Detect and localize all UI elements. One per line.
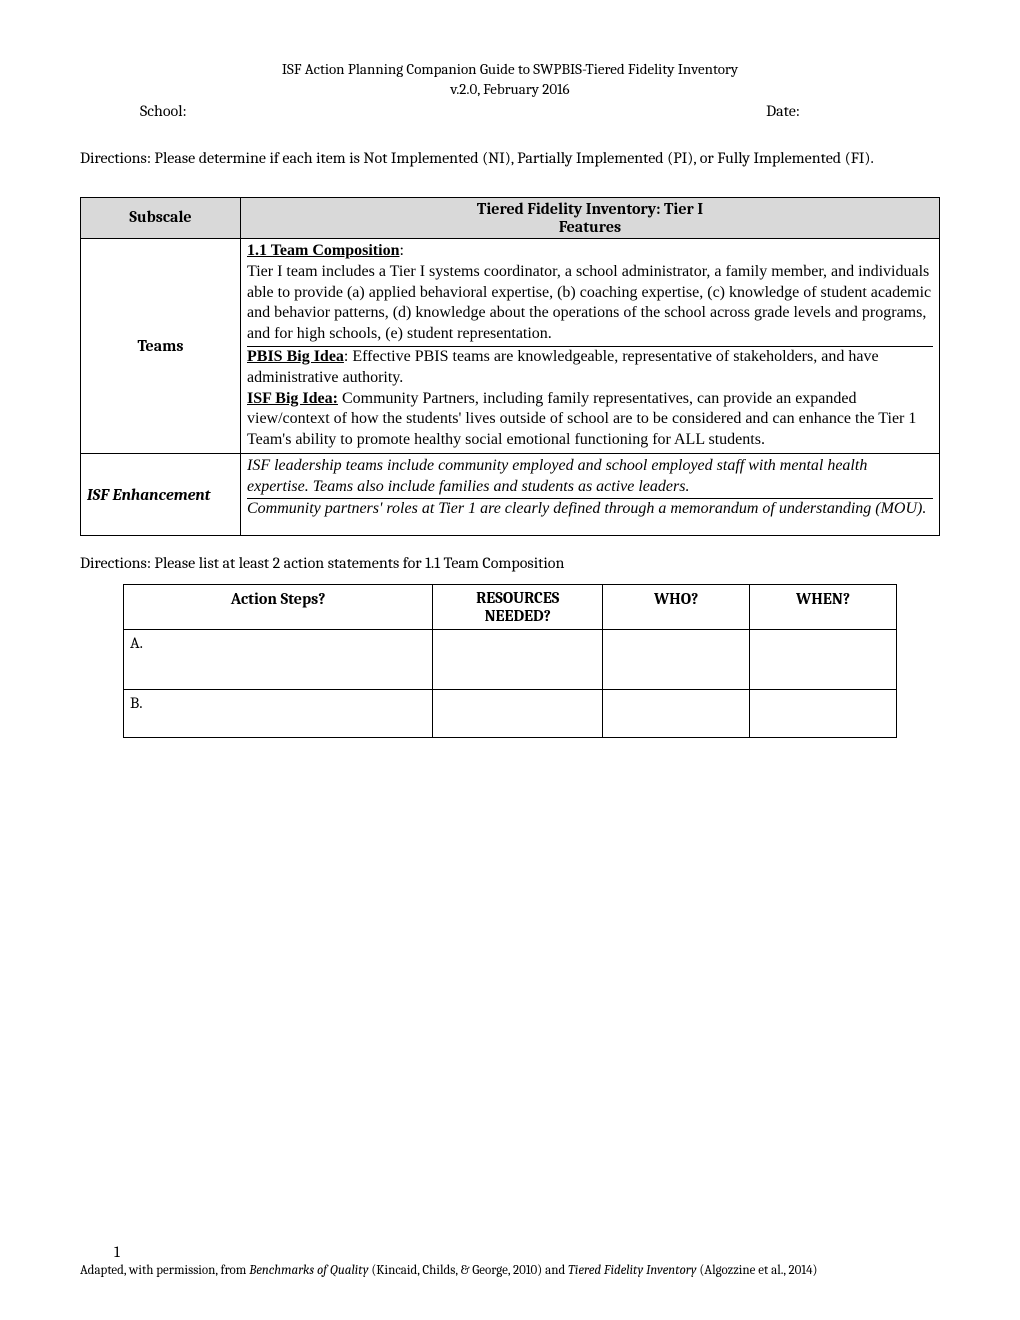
directions-implementation: Directions: Please determine if each ite… [80, 148, 940, 170]
header-subtitle: v.2.0, February 2016 [80, 80, 940, 98]
school-date-row: School: Date: [80, 102, 940, 120]
subscale-isf-enhancement: ISF Enhancement [81, 454, 241, 536]
isf-big-idea-label: ISF Big Idea: [247, 390, 338, 407]
isf-line2: Community partners' roles at Tier 1 are … [247, 499, 933, 534]
who-b[interactable] [603, 690, 750, 738]
page-number: 1 [114, 1243, 940, 1261]
header-features: Tiered Fidelity Inventory: Tier I Featur… [241, 198, 940, 239]
features-isf-enhancement: ISF leadership teams include community e… [241, 454, 940, 536]
action-row-a: A. [124, 630, 897, 690]
header-action-steps: Action Steps? [124, 585, 433, 630]
fidelity-table: Subscale Tiered Fidelity Inventory: Tier… [80, 197, 940, 536]
header-subscale: Subscale [81, 198, 241, 239]
feature-title: 1.1 Team Composition [247, 242, 399, 259]
isf-big-idea-text: Community Partners, including family rep… [247, 390, 916, 449]
footer: 1 Adapted, with permission, from Benchma… [80, 1243, 940, 1280]
header-resources: RESOURCES NEEDED? [433, 585, 603, 630]
isf-line1: ISF leadership teams include community e… [247, 456, 933, 499]
action-step-b[interactable]: B. [124, 690, 433, 738]
features-team-composition: 1.1 Team Composition: Tier I team includ… [241, 239, 940, 454]
when-a[interactable] [750, 630, 897, 690]
header-who: WHO? [603, 585, 750, 630]
directions-action-statements: Directions: Please list at least 2 actio… [80, 554, 940, 572]
school-label: School: [140, 102, 187, 120]
subscale-teams: Teams [81, 239, 241, 454]
feature-body: Tier I team includes a Tier I systems co… [247, 263, 931, 342]
action-row-b: B. [124, 690, 897, 738]
resources-a[interactable] [433, 630, 603, 690]
pbis-big-idea-label: PBIS Big Idea [247, 348, 344, 365]
header-title: ISF Action Planning Companion Guide to S… [80, 60, 940, 80]
action-step-a[interactable]: A. [124, 630, 433, 690]
resources-b[interactable] [433, 690, 603, 738]
date-label: Date: [766, 102, 800, 120]
footer-citation: Adapted, with permission, from Benchmark… [80, 1263, 940, 1280]
when-b[interactable] [750, 690, 897, 738]
action-steps-table: Action Steps? RESOURCES NEEDED? WHO? WHE… [123, 584, 897, 738]
who-a[interactable] [603, 630, 750, 690]
header-when: WHEN? [750, 585, 897, 630]
